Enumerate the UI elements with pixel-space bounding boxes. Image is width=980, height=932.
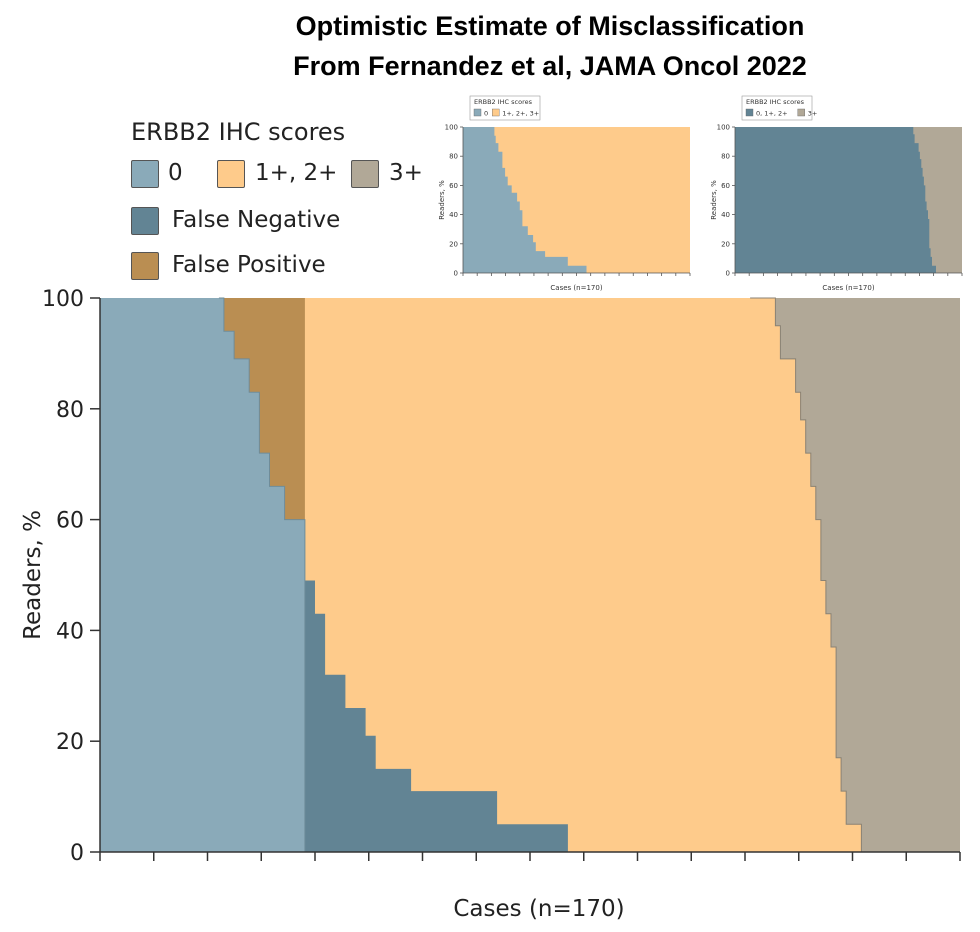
legend-label-false-positive: False Positive bbox=[172, 252, 326, 278]
inset-chart-1: 0 20 40 60 80 100 Cases (n=170) Readers, % ERBB2… bbox=[438, 95, 691, 292]
inset-legend-title: ERBB2 IHC scores bbox=[746, 98, 805, 106]
main-plot: 0 20 40 60 80 100 Cases (n=170) Readers, % bbox=[20, 287, 961, 922]
area-false-negative bbox=[304, 580, 568, 852]
y-tick-label-80: 80 bbox=[56, 398, 84, 423]
chart-title-line2: From Fernandez et al, JAMA Oncol 2022 bbox=[293, 51, 807, 81]
inset-legend-box bbox=[469, 95, 541, 121]
inset-chart-2: 0 20 40 60 80 100 Cases (n=170) Readers, % ERBB2… bbox=[710, 95, 963, 292]
inset-y-tick-label: 80 bbox=[721, 153, 730, 161]
y-axis-label: Readers, % bbox=[20, 510, 46, 640]
inset-legend-label: 0, 1+, 2+ bbox=[756, 110, 788, 118]
inset-legend-label: 1+, 2+, 3+ bbox=[502, 110, 539, 118]
inset-x-label: Cases (n=170) bbox=[550, 284, 602, 292]
boundary-0-line bbox=[218, 297, 306, 852]
inset-y-tick-label: 40 bbox=[721, 211, 730, 219]
inset-legend-swatch bbox=[492, 108, 500, 117]
legend-label-0: 0 bbox=[168, 160, 183, 186]
legend-label-false-negative: False Negative bbox=[172, 207, 341, 233]
inset-legend-swatch bbox=[473, 108, 482, 117]
legend-swatch-3plus bbox=[351, 160, 379, 188]
legend-swatch-1plus-2plus bbox=[217, 160, 245, 188]
y-tick-label-20: 20 bbox=[56, 730, 84, 755]
inset-legend-title: ERBB2 IHC scores bbox=[474, 98, 533, 106]
inset-legend-swatch bbox=[797, 108, 805, 117]
inset2-area-negative bbox=[735, 127, 936, 273]
legend-swatch-false-negative bbox=[131, 207, 159, 235]
y-tick-label-100: 100 bbox=[42, 287, 84, 312]
inset-y-tick-label: 60 bbox=[721, 182, 730, 190]
inset1-area-zero bbox=[463, 127, 587, 273]
inset-y-tick-label: 0 bbox=[726, 270, 730, 278]
legend-label-1plus-2plus: 1+, 2+ bbox=[255, 160, 338, 186]
inset-y-tick-label: 100 bbox=[445, 124, 458, 132]
y-tick-label-60: 60 bbox=[56, 509, 84, 534]
y-tick-label-0: 0 bbox=[70, 841, 84, 866]
inset-y-label: Readers, % bbox=[438, 180, 446, 220]
inset-y-tick-label: 100 bbox=[717, 124, 730, 132]
area-score-0 bbox=[100, 298, 305, 852]
inset-legend-swatch bbox=[745, 108, 754, 117]
inset-y-tick-label: 40 bbox=[449, 211, 458, 219]
x-axis-label: Cases (n=170) bbox=[453, 896, 624, 922]
legend-title: ERBB2 IHC scores bbox=[131, 118, 346, 146]
inset-y-tick-label: 60 bbox=[449, 182, 458, 190]
inset-y-tick-label: 80 bbox=[449, 153, 458, 161]
boundary-3plus-line bbox=[750, 297, 862, 852]
chart-title-line1: Optimistic Estimate of Misclassification bbox=[295, 11, 805, 41]
inset-legend-label: 0 bbox=[484, 110, 488, 118]
legend-swatch-0 bbox=[131, 160, 159, 188]
inset-y-tick-label: 20 bbox=[721, 240, 730, 248]
legend-swatch-false-positive bbox=[131, 252, 159, 280]
area-false-positive bbox=[218, 298, 305, 548]
inset-y-label: Readers, % bbox=[710, 180, 718, 220]
area-score-3plus bbox=[750, 298, 960, 852]
legend-label-3plus: 3+ bbox=[389, 160, 423, 186]
inset-y-tick-label: 0 bbox=[454, 270, 458, 278]
inset-x-label: Cases (n=170) bbox=[822, 284, 874, 292]
inset-y-tick-label: 20 bbox=[449, 240, 458, 248]
inset-legend-label: 3+ bbox=[808, 110, 818, 118]
y-tick-label-40: 40 bbox=[56, 619, 84, 644]
